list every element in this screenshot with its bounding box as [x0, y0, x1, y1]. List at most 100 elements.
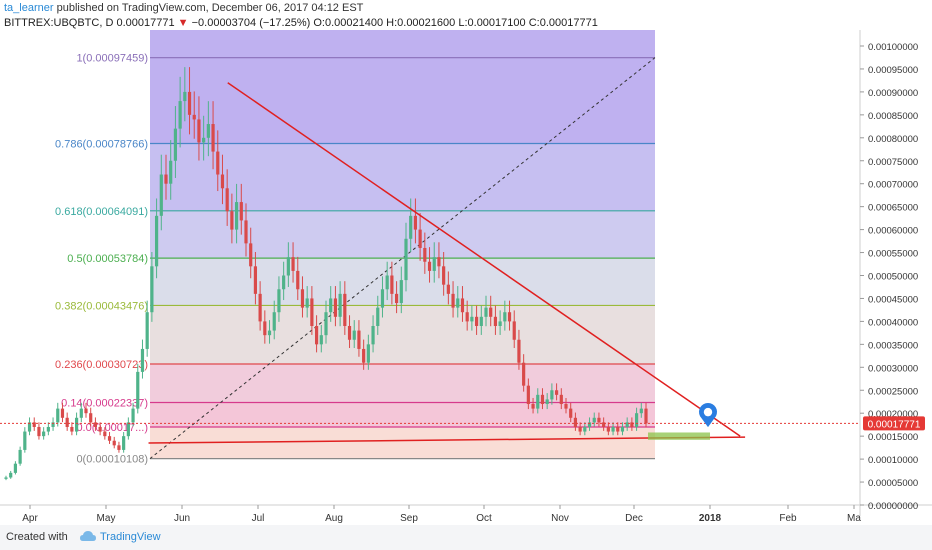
candle: [183, 91, 187, 102]
fib-bands: [150, 30, 655, 459]
candle: [37, 426, 41, 437]
candle: [639, 408, 643, 414]
candle: [220, 174, 225, 189]
candle: [611, 426, 615, 432]
support-trendline[interactable]: [148, 436, 746, 444]
candle: [192, 114, 196, 120]
candle: [620, 426, 625, 432]
candle: [597, 417, 601, 423]
candle: [498, 321, 502, 326]
candle: [314, 325, 319, 345]
high-label: H:: [386, 17, 398, 29]
candle: [484, 307, 488, 317]
tradingview-cloud-icon: [80, 531, 96, 541]
time-tick-label: Nov: [551, 513, 569, 524]
candle: [164, 174, 168, 184]
last-price: 0.00017771: [116, 17, 175, 29]
candle: [634, 413, 639, 427]
candle: [107, 436, 112, 441]
candle: [258, 293, 262, 322]
price-tick-label: 0.00050000: [868, 272, 918, 283]
candle: [394, 293, 399, 304]
candle: [376, 307, 380, 326]
candle: [197, 119, 201, 143]
candle: [413, 215, 418, 230]
candle: [333, 298, 338, 317]
candle: [150, 266, 154, 313]
time-tick-label: Apr: [22, 513, 38, 524]
time-tick-label: Oct: [476, 513, 492, 524]
created-with-text: Created with: [6, 531, 68, 543]
candle: [216, 151, 220, 175]
price-tick-label: 0.00095000: [868, 65, 918, 76]
candle: [46, 426, 50, 432]
candle: [602, 422, 606, 427]
location-marker-icon[interactable]: [699, 402, 717, 428]
published-text: published on TradingView.com, December 0…: [56, 2, 364, 14]
low-value: 0.00017100: [467, 17, 526, 29]
author-link[interactable]: ta_learner: [4, 2, 54, 14]
price-tag-bg: [863, 416, 925, 431]
close-label: C:: [528, 17, 540, 29]
candle: [173, 128, 178, 161]
time-tick-label: 2018: [699, 513, 722, 524]
candle: [244, 220, 248, 244]
candle: [230, 211, 234, 230]
candle: [479, 316, 483, 326]
candle: [79, 408, 83, 418]
candle: [625, 422, 629, 427]
candle: [573, 417, 578, 427]
high-value: 0.00021600: [397, 17, 456, 29]
price-tick-label: 0.00035000: [868, 340, 918, 351]
candle: [526, 385, 530, 405]
candle: [531, 404, 535, 409]
candle: [267, 330, 272, 336]
candle: [187, 91, 192, 115]
candle: [371, 325, 375, 345]
candle: [60, 408, 65, 418]
candle: [286, 257, 290, 276]
candle: [587, 422, 592, 427]
candle: [169, 160, 173, 184]
candle: [456, 298, 460, 308]
candle: [263, 321, 267, 336]
fib-band: [150, 363, 655, 403]
price-chart[interactable]: 1(0.00097459) 0.786(0.00078766) 0.618(0.00…: [0, 0, 932, 525]
candle: [451, 293, 455, 308]
candle: [103, 431, 107, 437]
fib-label: 0.618(0.00064091): [55, 206, 148, 218]
candle: [493, 316, 498, 326]
candle: [630, 422, 634, 427]
candle: [136, 371, 140, 409]
price-tick-label: 0.00055000: [868, 249, 918, 260]
candle: [427, 261, 432, 271]
descending-trendline[interactable]: [227, 82, 741, 437]
tradingview-link[interactable]: TradingView: [100, 531, 161, 543]
symbol-label: BITTREX:UBQBTC, D: [4, 17, 114, 29]
candle: [305, 298, 309, 308]
candle: [56, 408, 60, 423]
candle: [554, 390, 559, 395]
candle: [616, 426, 620, 432]
candle: [98, 426, 102, 432]
candle: [446, 284, 450, 294]
price-tick-label: 0.00085000: [868, 111, 918, 122]
price-tick-label: 0.00020000: [868, 409, 918, 420]
candle: [470, 316, 474, 322]
price-tick-label: 0.00000000: [868, 501, 918, 512]
price-tick-label: 0.00090000: [868, 88, 918, 99]
price-tick-label: 0.00040000: [868, 317, 918, 328]
candle: [154, 215, 159, 267]
candle: [51, 422, 55, 427]
price-tick-label: 0.00030000: [868, 363, 918, 374]
fib-band: [150, 210, 655, 259]
fib-labels: 1(0.00097459) 0.786(0.00078766) 0.618(0.00…: [55, 53, 148, 466]
time-tick-label: Feb: [779, 513, 797, 524]
candle: [507, 312, 512, 322]
candle: [460, 298, 465, 313]
candle: [140, 348, 145, 372]
price-tick-label: 0.00045000: [868, 294, 918, 305]
candle: [296, 270, 300, 290]
fib-label: 0.382(0.00043476): [55, 300, 148, 312]
time-tick-label: Aug: [325, 513, 343, 524]
